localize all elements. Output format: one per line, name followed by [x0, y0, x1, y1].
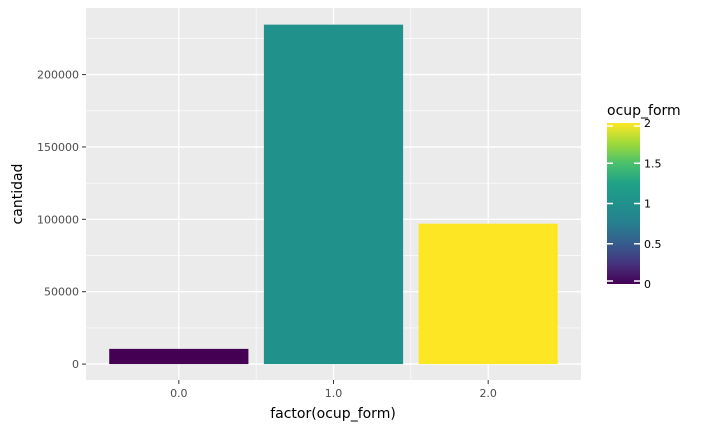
- x-tick-label: 1.0: [325, 387, 343, 400]
- y-axis-title: cantidad: [10, 164, 26, 225]
- legend-title: ocup_form: [607, 103, 681, 119]
- y-tick-label: 0: [72, 358, 79, 371]
- x-axis: 0.0 1.0 2.0: [170, 380, 497, 400]
- x-axis-title: factor(ocup_form): [270, 406, 396, 422]
- colorbar-tick-label: 0.5: [644, 238, 662, 251]
- x-tick-label: 2.0: [479, 387, 497, 400]
- y-tick-label: 150000: [37, 141, 79, 154]
- y-tick-label: 50000: [44, 286, 79, 299]
- y-tick-label: 100000: [37, 213, 79, 226]
- bar-0.0: [109, 348, 249, 365]
- bars: [109, 24, 558, 365]
- x-tick-label: 0.0: [170, 387, 188, 400]
- colorbar-tick-label: 2: [644, 117, 651, 130]
- legend: ocup_form 0 0.5 1 1.5 2: [607, 103, 681, 291]
- colorbar-tick-label: 0: [644, 278, 651, 291]
- y-tick-label: 200000: [37, 69, 79, 82]
- bar-2.0: [418, 223, 558, 365]
- y-axis: 0 50000 100000 150000 200000: [37, 69, 86, 371]
- bar-1.0: [263, 24, 404, 365]
- colorbar-tick-label: 1: [644, 198, 651, 211]
- legend-ticks: 0 0.5 1 1.5 2: [607, 117, 662, 291]
- colorbar-tick-label: 1.5: [644, 157, 662, 170]
